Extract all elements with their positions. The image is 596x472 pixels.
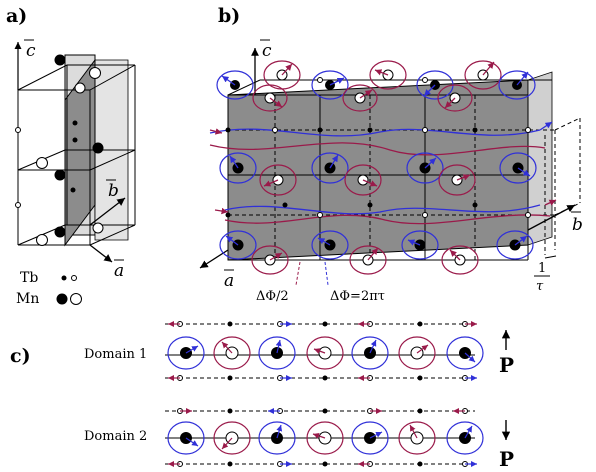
b-axis-arrow-b	[527, 204, 576, 231]
panel-c-label: c)	[10, 345, 31, 367]
d2-spin-arrows	[168, 408, 477, 467]
maroon-modulation-top	[209, 142, 546, 156]
atoms-panel-a	[15, 54, 104, 246]
gray-plane	[64, 58, 96, 247]
domain-1-label: Domain 1	[84, 347, 147, 362]
legend-tb-filled	[61, 275, 67, 281]
blue-modulation-bottom	[224, 204, 541, 215]
a-axis-label-b: a	[224, 271, 234, 291]
d1-polarization-label: P	[499, 353, 514, 377]
tb-atom	[15, 202, 21, 208]
b-axis-label: b	[108, 181, 119, 201]
panel-a: a) c b a	[6, 5, 136, 307]
tb-atom	[72, 120, 78, 126]
panel-b: b) c	[199, 5, 583, 304]
mn-atom	[54, 169, 66, 181]
dphi-half-leader	[295, 261, 301, 286]
panel-b-label: b)	[218, 5, 240, 27]
legend-mn-label: Mn	[16, 291, 39, 307]
spin-arrows-b	[209, 61, 557, 261]
gray-plane	[227, 79, 529, 261]
tau-bracket	[544, 255, 557, 259]
legend-tb-label: Tb	[20, 270, 38, 286]
a-axis-arrow	[89, 244, 113, 263]
a-axis-arrow-b	[199, 249, 229, 269]
mn-atom	[36, 234, 48, 246]
legend-mn-filled	[56, 293, 68, 305]
dphi-half-label: ΔΦ/2	[256, 289, 289, 304]
tau-denominator: τ	[536, 279, 544, 294]
domain-2-label: Domain 2	[84, 429, 147, 444]
tb-atom	[15, 127, 21, 133]
mn-atom	[36, 157, 48, 169]
tb-atom	[70, 187, 76, 193]
d1-spin-arrows	[168, 321, 477, 381]
legend-tb-open	[71, 275, 77, 281]
b-axis-arrow	[89, 197, 126, 226]
mn-atom	[74, 82, 86, 94]
mn-atom	[92, 222, 104, 234]
d1-atoms	[167, 321, 484, 381]
dphi-full-label: ΔΦ=2πτ	[330, 289, 385, 304]
dphi-full-leader	[324, 261, 329, 286]
panel-c: c) Domain 1	[10, 321, 514, 471]
b-axis-label-b: b	[572, 215, 583, 235]
tb-atom	[72, 137, 78, 143]
tau-numerator: 1	[538, 261, 546, 276]
maroon-modulation-bottom	[224, 214, 551, 225]
blue-modulation-top	[209, 128, 541, 137]
d2-polarization-label: P	[499, 447, 514, 471]
mn-atom	[54, 226, 66, 238]
panel-a-label: a)	[6, 5, 27, 27]
c-axis-label-b: c	[262, 41, 272, 61]
a-axis-label: a	[114, 261, 124, 281]
c-axis-label: c	[26, 41, 36, 61]
mn-atom	[92, 142, 104, 154]
mn-atom	[89, 67, 101, 79]
mn-atom	[54, 54, 66, 66]
tb-atoms-b	[225, 77, 531, 218]
legend-mn-open	[70, 293, 82, 305]
